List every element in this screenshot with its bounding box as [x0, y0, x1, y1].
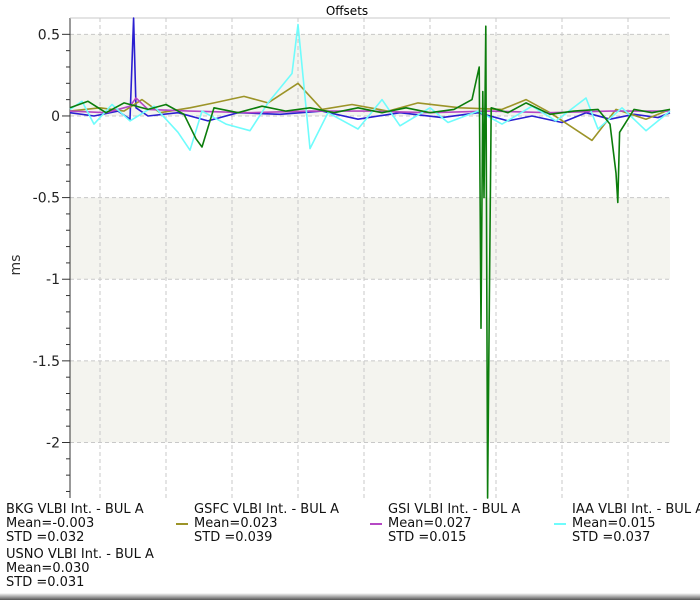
plot-band [70, 34, 670, 116]
y-axis-title: ms [8, 255, 24, 276]
y-tick-label: -2 [46, 435, 60, 451]
legend-mean: Mean=-0.003 [6, 516, 95, 531]
legend-swatch [370, 523, 382, 525]
legend-text: GSI VLBI Int. - BUL A Mean=0.027 STD =0.01… [388, 503, 520, 545]
series-line [69, 25, 671, 499]
chart-title: Offsets [326, 4, 368, 18]
legend-text: BKG VLBI Int. - BUL A Mean=-0.003 STD =0.0… [6, 503, 144, 545]
grid [70, 18, 670, 498]
y-tick-label: -1.5 [33, 354, 60, 370]
legend-series-name: GSFC VLBI Int. - BUL A [194, 502, 339, 517]
legend-text: IAA VLBI Int. - BUL A Mean=0.015 STD =0.03… [572, 503, 700, 545]
series-line [69, 82, 671, 142]
legend-std: STD =0.031 [6, 575, 85, 590]
legend-series-name: IAA VLBI Int. - BUL A [572, 502, 700, 517]
series-line [69, 17, 671, 124]
y-tick-label: 0.5 [38, 27, 60, 43]
legend-text: USNO VLBI Int. - BUL A Mean=0.030 STD =0.0… [6, 548, 154, 590]
legend-mean: Mean=0.030 [6, 561, 90, 576]
bottom-edge [0, 593, 700, 600]
legend-std: STD =0.032 [6, 530, 85, 545]
legend-mean: Mean=0.023 [194, 516, 278, 531]
plot-band [70, 197, 670, 280]
y-tick-label: -0.5 [33, 191, 60, 207]
plot-band [70, 360, 670, 443]
chart-area: 0.5 0 -0.5 -1 -1.5 -2 Offsets ms [8, 4, 671, 499]
legend-swatch [176, 523, 188, 525]
legend: BKG VLBI Int. - BUL A Mean=-0.003 STD =0.0… [0, 503, 700, 593]
legend-text: GSFC VLBI Int. - BUL A Mean=0.023 STD =0.0… [194, 503, 339, 545]
legend-std: STD =0.039 [194, 530, 273, 545]
legend-series-name: BKG VLBI Int. - BUL A [6, 502, 144, 517]
legend-swatch [554, 523, 566, 525]
legend-std: STD =0.037 [572, 530, 651, 545]
series-lines [69, 17, 671, 499]
y-tick-label: 0 [51, 109, 60, 125]
legend-series-name: GSI VLBI Int. - BUL A [388, 502, 521, 517]
legend-std: STD =0.015 [388, 530, 467, 545]
legend-mean: Mean=0.015 [572, 516, 656, 531]
y-tick-label: -1 [46, 272, 60, 288]
y-axis: 0.5 0 -0.5 -1 -1.5 -2 [33, 17, 670, 498]
legend-mean: Mean=0.027 [388, 516, 472, 531]
alternating-bands [70, 34, 670, 443]
offsets-chart: 0.5 0 -0.5 -1 -1.5 -2 Offsets ms [8, 4, 671, 499]
legend-series-name: USNO VLBI Int. - BUL A [6, 547, 154, 562]
